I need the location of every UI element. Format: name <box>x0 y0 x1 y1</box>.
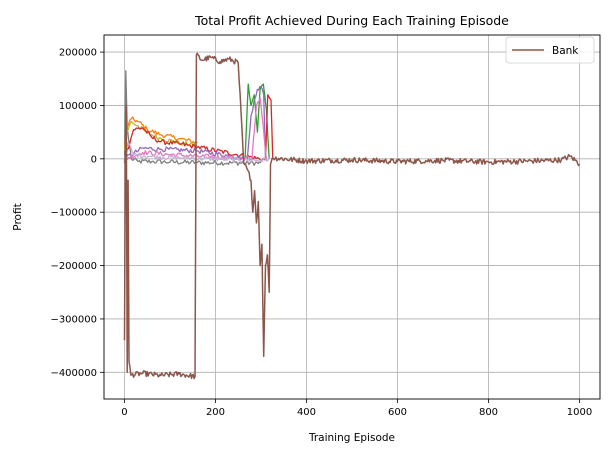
y-tick-label: −300000 <box>50 314 97 325</box>
x-axis-title: Training Episode <box>308 432 395 444</box>
plot-frame <box>103 34 601 400</box>
x-tick-label: 200 <box>206 407 225 418</box>
grid <box>104 35 600 399</box>
series-line <box>123 70 262 167</box>
y-axis: 200000 100000 0 −100000 −200000 −300000 −40000… <box>50 48 104 379</box>
y-tick-label: 200000 <box>59 48 97 59</box>
y-tick-label: −200000 <box>50 261 97 272</box>
series-layer <box>123 52 581 380</box>
x-axis: 0 200 400 600 800 1000 <box>121 399 592 418</box>
y-axis-title: Profit <box>12 203 24 230</box>
y-tick-label: 0 <box>91 154 97 165</box>
bank-series-line <box>123 52 581 380</box>
x-tick-label: 1000 <box>567 407 592 418</box>
series-line <box>123 120 198 151</box>
y-tick-label: 100000 <box>59 101 97 112</box>
legend-box <box>505 36 595 64</box>
chart-title: Total Profit Achieved During Each Traini… <box>194 13 509 28</box>
x-tick-label: 400 <box>297 407 316 418</box>
series-line <box>123 116 198 149</box>
x-tick-label: 600 <box>388 407 407 418</box>
legend-label-bank: Bank <box>552 45 579 57</box>
x-tick-label: 800 <box>479 407 498 418</box>
series-line <box>123 142 271 163</box>
y-tick-label: −400000 <box>50 368 97 379</box>
legend: Bank <box>505 36 595 64</box>
y-tick-label: −100000 <box>50 208 97 219</box>
series-line <box>244 83 270 159</box>
x-tick-label: 0 <box>121 407 127 418</box>
